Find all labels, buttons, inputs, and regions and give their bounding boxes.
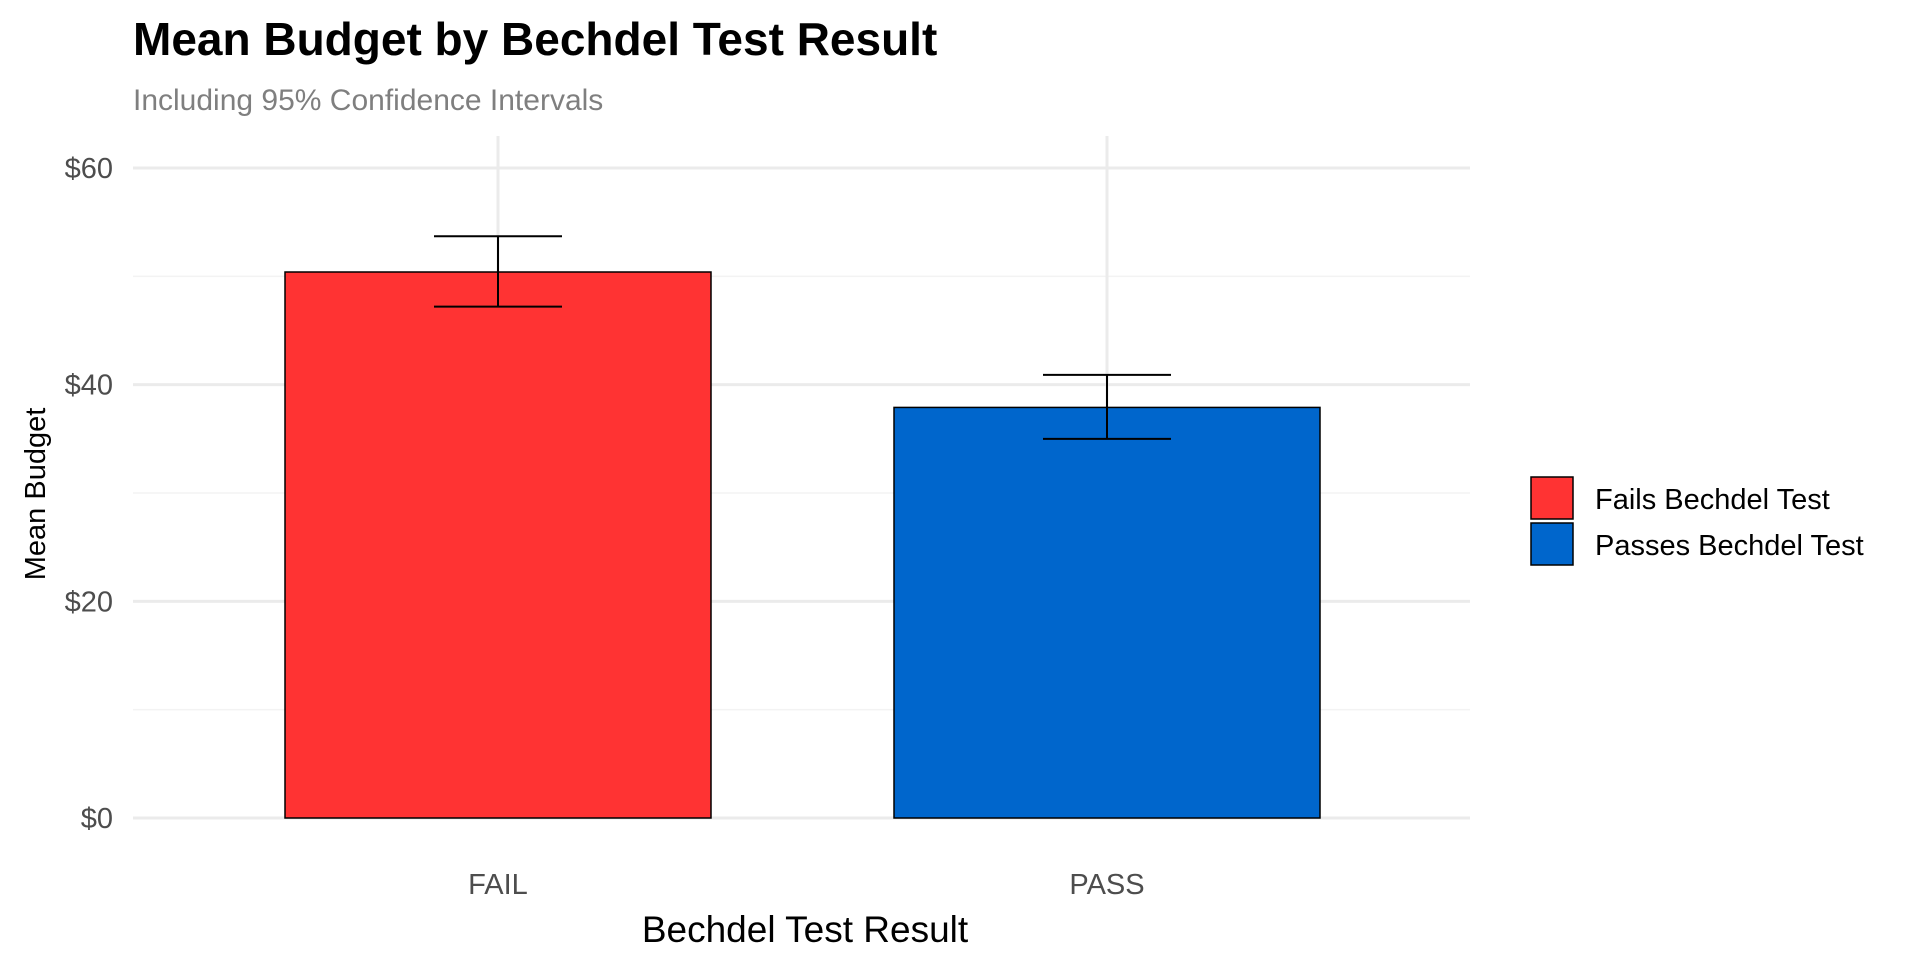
y-tick-label: $20 (65, 586, 113, 618)
legend-swatch (1530, 476, 1574, 520)
legend: Fails Bechdel Test Passes Bechdel Test (1530, 476, 1864, 566)
error-bars (434, 235, 1171, 440)
x-axis-label: Bechdel Test Result (642, 909, 969, 950)
y-tick-label: $0 (81, 803, 113, 835)
legend-label: Fails Bechdel Test (1595, 484, 1830, 516)
x-tick-label: FAIL (468, 869, 528, 901)
bar-pass (893, 406, 1321, 819)
error-bar-pass (1043, 373, 1171, 440)
bar-fail (284, 271, 712, 819)
chart-title: Mean Budget by Bechdel Test Result (133, 13, 938, 65)
y-axis-ticks: $0 $20 $40 $60 (65, 153, 113, 835)
error-bar-fail (434, 235, 562, 308)
x-tick-label: PASS (1069, 869, 1144, 901)
chart-subtitle: Including 95% Confidence Intervals (133, 84, 604, 117)
legend-label: Passes Bechdel Test (1595, 530, 1864, 562)
y-tick-label: $60 (65, 153, 113, 185)
bars (284, 271, 1321, 819)
y-tick-label: $40 (65, 370, 113, 402)
x-axis-ticks: FAIL PASS (468, 869, 1144, 901)
y-axis-label: Mean Budget (20, 408, 52, 581)
legend-swatch (1530, 522, 1574, 566)
